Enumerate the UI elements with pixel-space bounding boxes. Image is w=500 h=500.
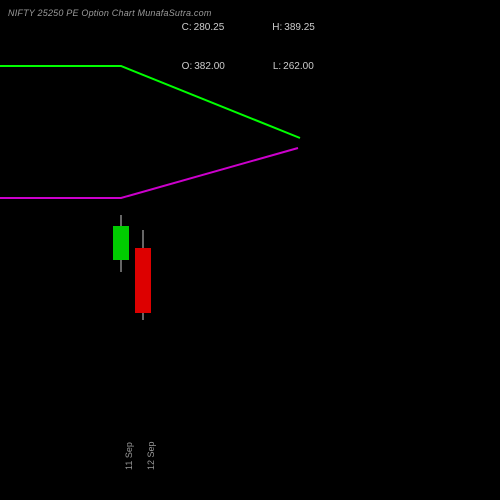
ohlc-h-label: H: (272, 22, 282, 33)
ohlc-block: C:280.25 H:389.25 O:382.00 L:262.00 (165, 8, 315, 86)
indicator-line-magenta (0, 148, 298, 198)
chart-area: NIFTY 25250 PE Option Chart MunafaSutra.… (0, 0, 500, 500)
x-axis-label: 12 Sep (146, 441, 156, 470)
ohlc-l-label: L: (273, 61, 281, 72)
candle-body (135, 248, 151, 313)
candle (113, 215, 129, 272)
ohlc-o-label: O: (182, 61, 193, 72)
x-axis-label: 11 Sep (124, 442, 134, 470)
ohlc-h-value: 389.25 (284, 22, 315, 33)
ohlc-o-value: 382.00 (194, 61, 225, 72)
ohlc-c-label: C: (182, 22, 192, 33)
ohlc-c-value: 280.25 (194, 22, 225, 33)
candle (135, 230, 151, 320)
candle-body (113, 226, 129, 260)
ohlc-l-value: 262.00 (283, 61, 314, 72)
